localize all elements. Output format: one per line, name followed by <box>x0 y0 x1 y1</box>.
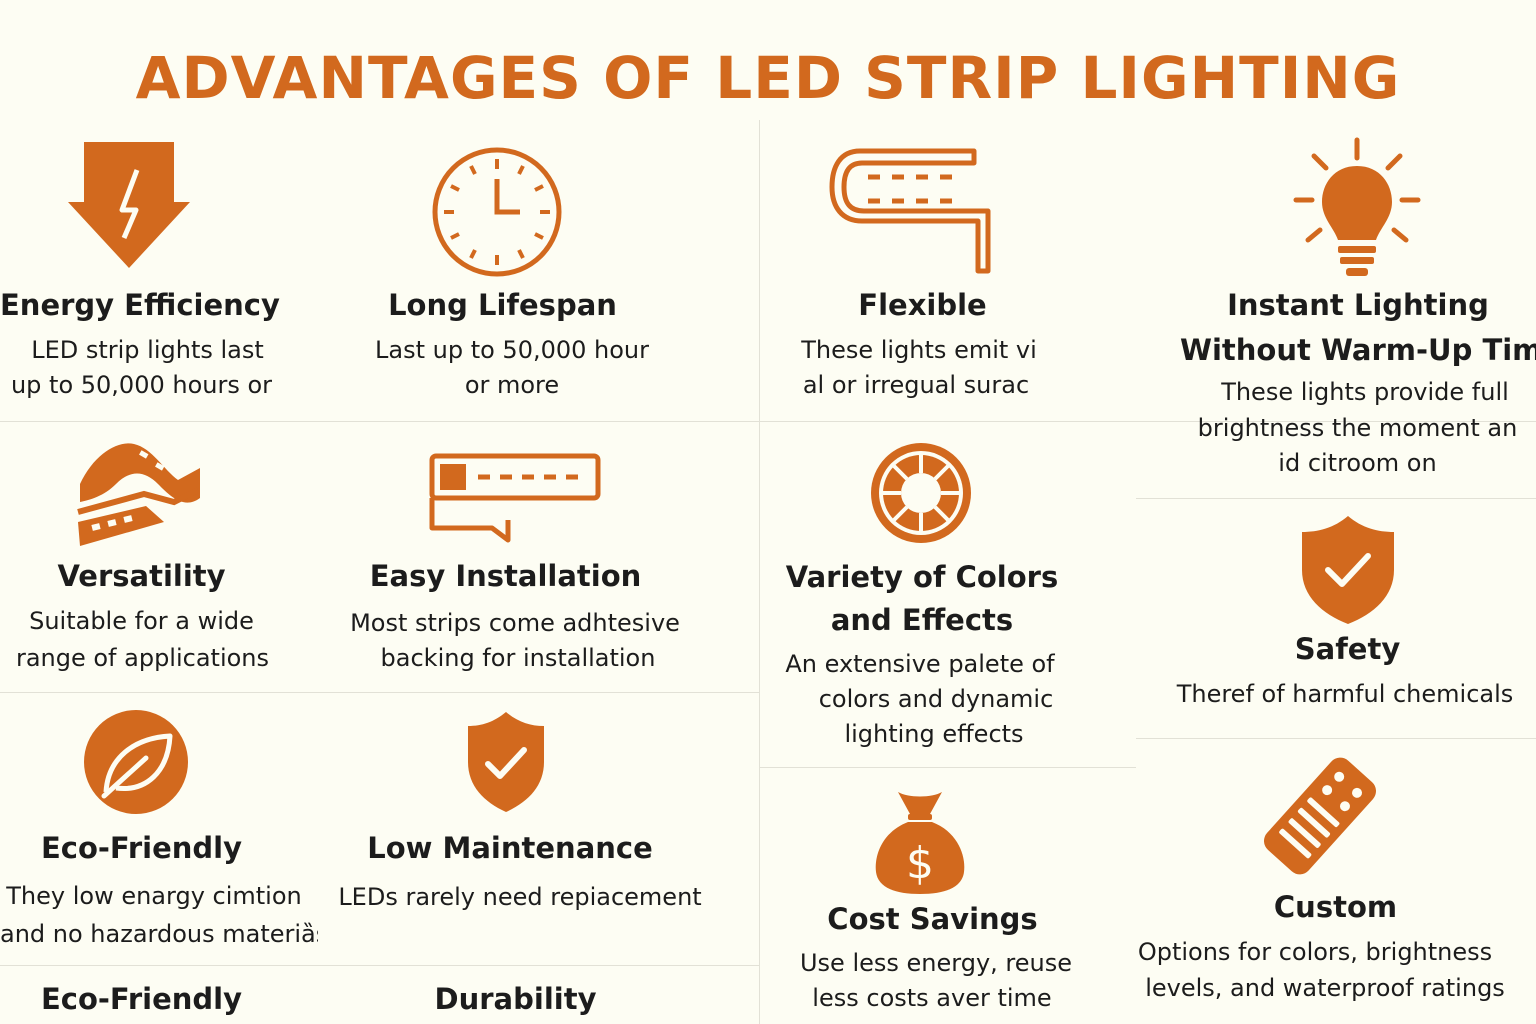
divider <box>0 965 760 966</box>
divider <box>0 692 760 693</box>
divider <box>0 421 1536 422</box>
feature-heading: Variety of Colors <box>785 560 1059 594</box>
feature-description: levels, and waterproof ratings <box>1145 974 1505 1002</box>
feature-description: An extensive palete of <box>785 650 1055 678</box>
feature-heading: Cost Savings <box>827 902 1038 936</box>
feature-heading: Eco-Friendly <box>40 831 243 865</box>
divider <box>1136 738 1536 739</box>
feature-description: LED strip lights last <box>31 336 264 364</box>
feature-heading: Easy Installation <box>369 559 642 593</box>
wavy-strip-icon <box>74 440 204 552</box>
leaf-icon <box>82 708 190 816</box>
feature-description: Use less energy, reuse <box>799 949 1072 977</box>
feature-description: al or irregual surac <box>802 371 1030 399</box>
feature-description: or more <box>464 371 560 399</box>
divider <box>1136 498 1536 499</box>
feature-description: Theref of harmful chemicals <box>1176 680 1514 708</box>
flexible-strip-icon <box>828 145 998 275</box>
feature-heading: Long Lifespan <box>388 288 617 322</box>
color-wheel-icon <box>866 438 976 548</box>
feature-heading: Safety <box>1294 632 1401 666</box>
page-title: ADVANTAGES OF LED STRIP LIGHTING <box>135 44 1401 112</box>
feature-heading: and Effects <box>830 603 1014 637</box>
feature-description: backing for installation <box>380 644 656 672</box>
feature-heading: Energy Efficiency <box>0 288 280 322</box>
feature-heading: Versatility <box>57 559 226 593</box>
footer-label-left: Eco-Friendly <box>40 982 243 1016</box>
feature-description: range of applications <box>15 644 270 672</box>
lightning-arrow-icon <box>64 138 194 272</box>
light-bulb-icon <box>1292 136 1422 284</box>
feature-description: and no hazardous materiȁs <box>0 920 318 948</box>
feature-heading: Without Warm-Up Time <box>1180 333 1536 367</box>
feature-heading: Low Maintenance <box>367 831 653 865</box>
feature-description: Suitable for a wide <box>29 607 254 635</box>
feature-description: lighting effects <box>844 720 1024 748</box>
feature-description: LEDs rarely need repiacement <box>338 883 702 911</box>
divider <box>759 120 760 1024</box>
money-bag-icon: $ <box>872 786 968 896</box>
feature-description: Last up to 50,000 hour <box>375 336 649 364</box>
feature-description: less costs aver time <box>812 984 1052 1012</box>
feature-description: id citroom on <box>1278 449 1437 477</box>
led-strip-icon <box>428 452 602 544</box>
remote-control-icon <box>1262 754 1378 878</box>
feature-description: colors and dynamic <box>818 685 1054 713</box>
feature-heading: Instant Lighting <box>1227 288 1489 322</box>
svg-text:$: $ <box>906 838 934 889</box>
feature-description: brightness the moment an <box>1197 414 1518 442</box>
shield-check-icon <box>466 710 546 814</box>
feature-description: These lights provide full <box>1221 378 1509 406</box>
feature-heading: Custom <box>1273 890 1398 924</box>
feature-description: Options for colors, brightness <box>1137 938 1493 966</box>
feature-description: Most strips come adhtesive <box>350 609 680 637</box>
footer-label-middle: Durability <box>434 982 597 1016</box>
clock-icon <box>430 145 564 279</box>
feature-description: up to 50,000 hours or <box>10 371 273 399</box>
shield-check-icon <box>1300 514 1396 626</box>
divider <box>760 767 1136 768</box>
feature-description: These lights emit vi <box>801 336 1037 364</box>
feature-description: They low enargy cimtion <box>6 882 302 910</box>
feature-heading: Flexible <box>858 288 987 322</box>
